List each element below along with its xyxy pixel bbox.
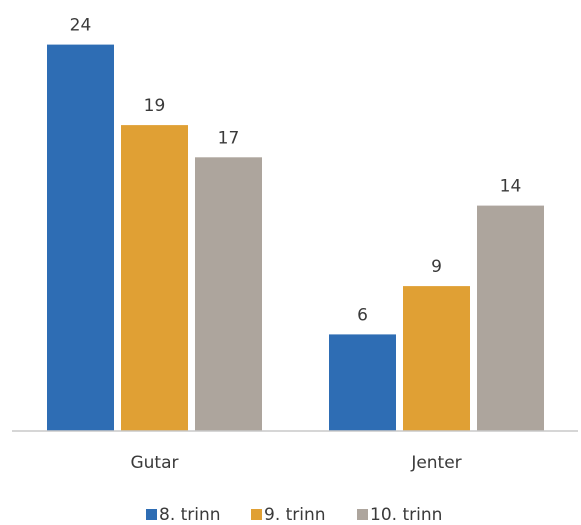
- bar-jenter-2: [403, 286, 470, 431]
- data-label: 14: [500, 177, 522, 197]
- category-label: Gutar: [130, 453, 178, 473]
- bar-gutar-1: [47, 44, 114, 431]
- bars-group: [47, 44, 544, 432]
- legend-swatch: [146, 509, 157, 520]
- legend-label: 9. trinn: [264, 505, 326, 525]
- legend: 8. trinn 9. trinn 10. trinn: [146, 505, 442, 525]
- legend-swatch: [357, 509, 368, 520]
- bar-gutar-3: [195, 157, 262, 432]
- data-label: 6: [357, 305, 368, 325]
- legend-swatch: [251, 509, 262, 520]
- data-label: 19: [144, 96, 166, 116]
- category-label: Jenter: [410, 453, 461, 473]
- data-label: 24: [70, 16, 92, 36]
- bar-jenter-3: [477, 205, 544, 431]
- category-labels-group: Gutar Jenter: [130, 453, 461, 473]
- bar-jenter-1: [329, 334, 396, 431]
- legend-label: 8. trinn: [159, 505, 221, 525]
- bar-gutar-2: [121, 125, 188, 431]
- value-labels-group: 24 19 17 6 9 14: [70, 16, 522, 326]
- data-label: 17: [218, 128, 240, 148]
- data-label: 9: [431, 257, 442, 277]
- legend-label: 10. trinn: [370, 505, 442, 525]
